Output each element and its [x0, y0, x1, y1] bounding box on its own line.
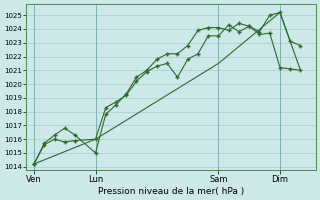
X-axis label: Pression niveau de la mer( hPa ): Pression niveau de la mer( hPa ): [98, 187, 244, 196]
